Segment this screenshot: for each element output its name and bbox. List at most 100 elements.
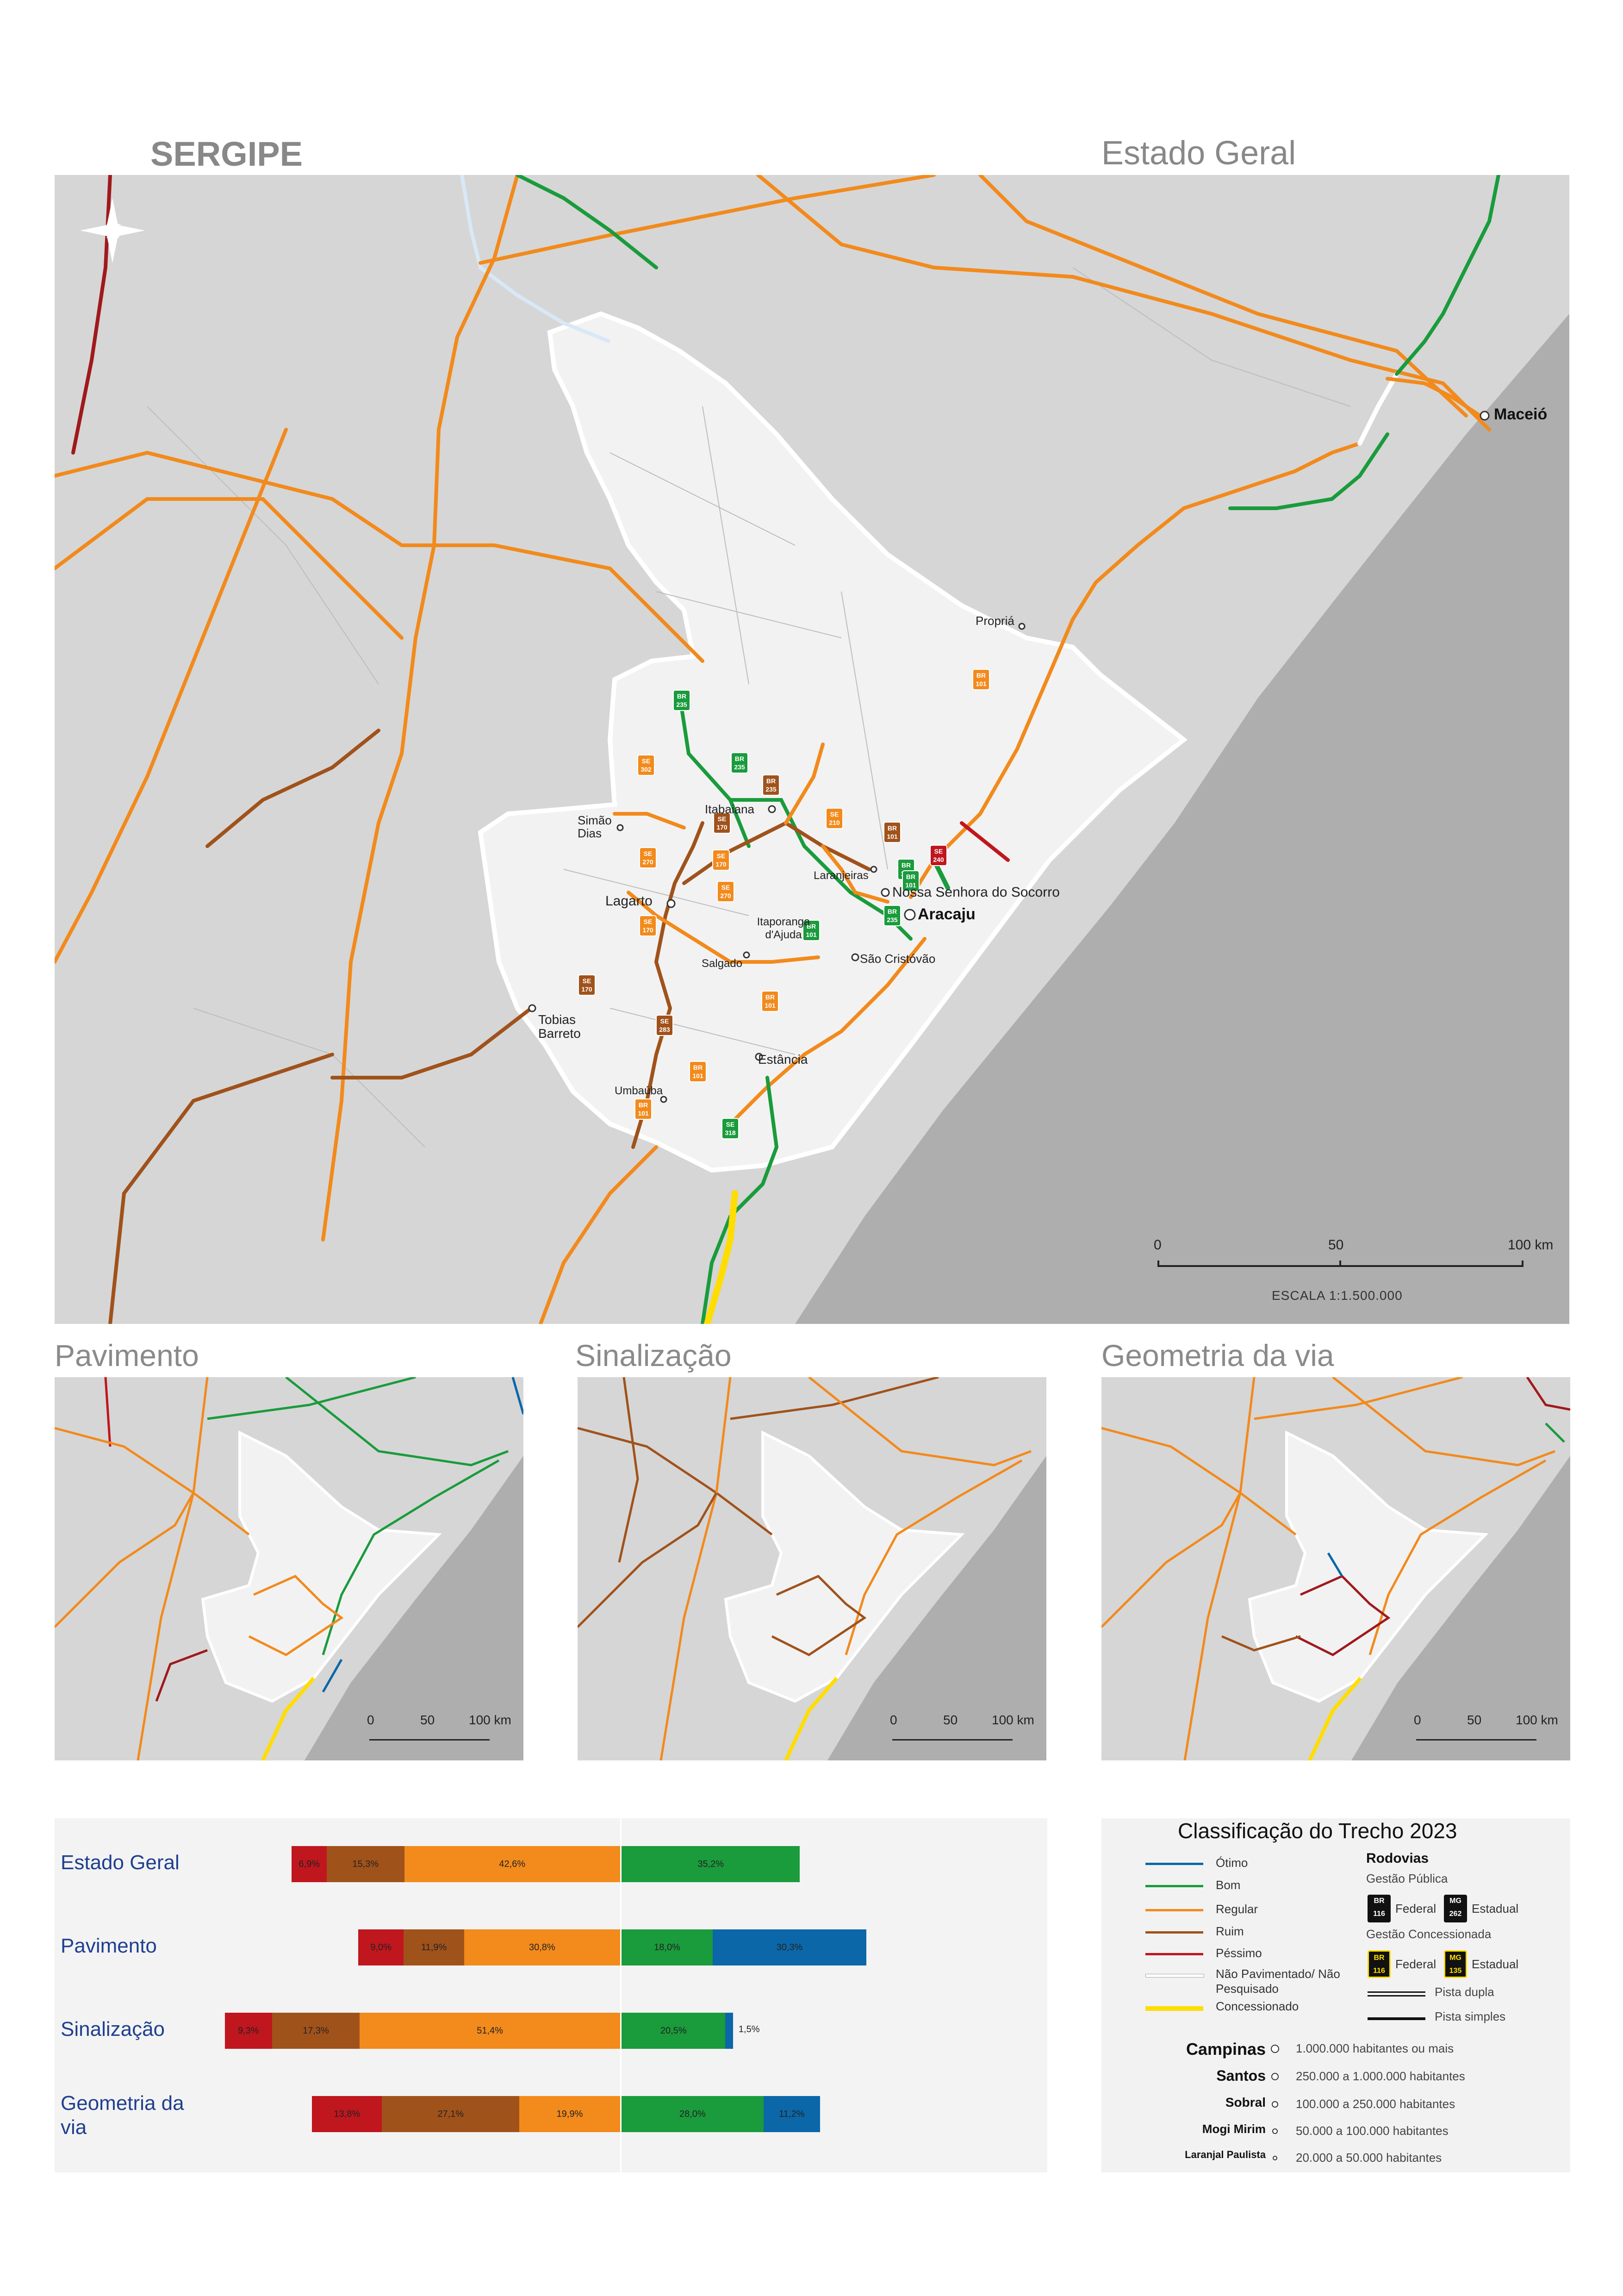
legend-swatch-3 xyxy=(1145,1931,1203,1934)
legend-federal-conc: Federal xyxy=(1395,1957,1436,1971)
city-label: Itabaiana xyxy=(705,802,754,816)
svg-text:BR: BR xyxy=(902,861,911,869)
svg-text:SE: SE xyxy=(718,815,727,823)
scale-bar xyxy=(892,1739,1013,1741)
svg-text:BR: BR xyxy=(639,1101,648,1109)
scale-tick-50: 50 xyxy=(1467,1713,1482,1727)
svg-text:101: 101 xyxy=(638,1110,649,1117)
svg-text:BR: BR xyxy=(735,755,744,762)
legend-pop-name: Santos xyxy=(1216,2067,1266,2084)
chart-category-label: Estado Geral xyxy=(61,1851,180,1874)
scale-tick-0: 0 xyxy=(890,1713,897,1727)
small-map-pavimento[interactable]: 0 50 100 km xyxy=(55,1377,523,1760)
svg-text:235: 235 xyxy=(765,786,777,793)
svg-text:170: 170 xyxy=(642,926,653,934)
legend-class-label: Ruim xyxy=(1216,1924,1244,1938)
city-label: São Cristóvão xyxy=(860,952,936,966)
svg-text:SE: SE xyxy=(830,811,839,818)
br-shield-icon: BR 116 xyxy=(1368,1895,1391,1922)
legend-pop-desc: 50.000 a 100.000 habitantes xyxy=(1296,2124,1449,2138)
svg-text:N: N xyxy=(106,219,121,243)
legend-swatch-6 xyxy=(1145,2006,1203,2011)
legend-pop-desc: 20.000 a 50.000 habitantes xyxy=(1296,2151,1442,2165)
svg-text:BR: BR xyxy=(693,1064,703,1071)
bar-segment-regular: 42,6% xyxy=(404,1846,620,1882)
svg-text:SE: SE xyxy=(642,757,651,765)
svg-text:240: 240 xyxy=(933,856,944,863)
svg-text:235: 235 xyxy=(676,701,687,708)
main-map-canvas: N BR235BR235SE302SE170SE170SE210BR235BR1… xyxy=(55,175,1569,1324)
chart-category-label: Pavimento xyxy=(61,1934,157,1957)
bar-segment-bom: 28,0% xyxy=(622,2096,764,2132)
bar-segment-regular: 30,8% xyxy=(464,1929,620,1965)
bar-segment-ótimo: 30,3% xyxy=(713,1929,866,1965)
legend-pop-name: Campinas xyxy=(1186,2040,1266,2059)
bar-segment-ruim: 27,1% xyxy=(382,2096,520,2132)
scale-tick-50: 50 xyxy=(1328,1237,1344,1253)
svg-text:BR: BR xyxy=(766,777,776,785)
svg-text:302: 302 xyxy=(640,766,652,773)
legend-gestao-publica: Gestão Pública xyxy=(1366,1872,1448,1885)
svg-text:BR: BR xyxy=(888,908,897,915)
bar-segment-péssimo: 13,8% xyxy=(312,2096,382,2132)
ocean-area xyxy=(795,314,1569,1324)
chart-category-label: Geometria da via xyxy=(61,2092,184,2139)
svg-text:BR: BR xyxy=(888,824,897,832)
city-marker-icon xyxy=(1273,2156,1277,2160)
pista-dupla-icon xyxy=(1368,1995,1425,1997)
city-label: Tobias Barreto xyxy=(538,1012,581,1041)
svg-text:SE: SE xyxy=(934,848,943,855)
svg-text:101: 101 xyxy=(806,931,817,938)
city-marker-icon xyxy=(1271,2073,1279,2080)
legend-swatch-1 xyxy=(1145,1885,1203,1887)
city-marker-icon xyxy=(1272,2101,1278,2108)
bar-segment-péssimo: 6,9% xyxy=(292,1846,327,1882)
svg-text:235: 235 xyxy=(734,763,745,771)
scale-bar xyxy=(369,1739,490,1741)
svg-text:BR: BR xyxy=(765,993,775,1001)
city-marker-icon xyxy=(1271,2045,1279,2053)
scale-tick-100: 100 km xyxy=(992,1713,1034,1727)
small-map-sinalizacao[interactable]: 0 50 100 km xyxy=(578,1377,1046,1760)
main-map[interactable]: N BR 235 BR 235 SE 302 SE 170 SE 170 SE 210 BR 235 BR 1… xyxy=(55,175,1569,1324)
svg-text:101: 101 xyxy=(765,1002,776,1009)
pista-simples-icon xyxy=(1368,2017,1425,2020)
svg-text:170: 170 xyxy=(581,986,592,993)
chart-center-line xyxy=(620,1818,622,2172)
legend-swatch-5 xyxy=(1145,1974,1204,1978)
svg-text:BR: BR xyxy=(677,693,686,700)
svg-text:235: 235 xyxy=(887,916,898,923)
mg-shield-icon: MG 262 xyxy=(1444,1895,1467,1922)
legend-class-label: Não Pavimentado/ Não Pesquisado xyxy=(1216,1967,1340,1996)
bar-segment-ruim: 15,3% xyxy=(326,1846,404,1882)
bar-segment-ótimo: 11,2% xyxy=(763,2096,821,2132)
city-label: Simão Dias xyxy=(578,813,612,840)
svg-text:210: 210 xyxy=(829,819,840,826)
legend-pop-desc: 100.000 a 250.000 habitantes xyxy=(1296,2097,1455,2111)
svg-text:101: 101 xyxy=(905,881,916,889)
scale-tick-0: 0 xyxy=(1414,1713,1421,1727)
legend-pista-simples: Pista simples xyxy=(1435,2009,1506,2023)
river xyxy=(460,175,611,343)
bar-segment-bom: 35,2% xyxy=(622,1846,800,1882)
legend-pop-name: Mogi Mirim xyxy=(1202,2122,1266,2136)
city-label: Lagarto xyxy=(605,893,653,909)
svg-text:SE: SE xyxy=(721,884,730,891)
small-map-geometria[interactable]: 0 50 100 km xyxy=(1101,1377,1570,1760)
legend-pop-desc: 250.000 a 1.000.000 habitantes xyxy=(1296,2069,1465,2083)
legend-swatch-0 xyxy=(1145,1863,1203,1865)
city-label: Estância xyxy=(758,1052,808,1067)
legend-class-label: Concessionado xyxy=(1216,1999,1299,2013)
svg-text:SE: SE xyxy=(644,918,653,925)
